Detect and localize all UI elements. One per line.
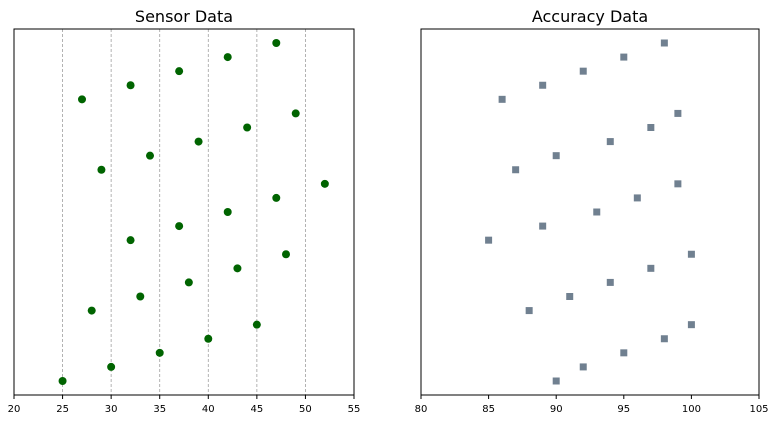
- data-point: [243, 123, 252, 132]
- data-point: [175, 222, 184, 231]
- plot-area: [13, 28, 355, 396]
- x-tick-label: 20: [8, 404, 21, 415]
- plot-area: [420, 28, 760, 396]
- data-point: [647, 264, 655, 272]
- data-point: [175, 67, 184, 76]
- x-tick-label: 95: [617, 404, 630, 415]
- x-tick-label: 55: [348, 404, 361, 415]
- data-point: [485, 236, 493, 244]
- data-point: [126, 236, 135, 245]
- data-point: [566, 293, 574, 300]
- data-point: [660, 39, 668, 47]
- accuracy-data-chart: Accuracy Data 80 85 90 95 100 105: [415, 7, 769, 415]
- data-point: [272, 39, 281, 47]
- data-point: [498, 95, 506, 103]
- x-tick-label: 85: [482, 404, 495, 415]
- data-point: [97, 165, 106, 174]
- data-point: [87, 306, 96, 315]
- x-tick-label: 45: [250, 404, 263, 415]
- data-point: [606, 278, 614, 286]
- data-point: [552, 377, 560, 385]
- data-point: [687, 321, 695, 329]
- x-tick-label: 100: [682, 404, 701, 415]
- data-point: [233, 264, 242, 273]
- data-point: [272, 193, 281, 202]
- data-point: [687, 250, 695, 258]
- data-point: [184, 278, 193, 287]
- data-point: [660, 335, 668, 343]
- data-point: [525, 307, 533, 315]
- data-point: [620, 349, 628, 357]
- x-tick-label: 80: [415, 404, 428, 415]
- x-tick-label: 35: [153, 404, 166, 415]
- x-tick-label: 90: [550, 404, 563, 415]
- data-point: [204, 334, 213, 343]
- data-point: [194, 137, 203, 146]
- data-point: [552, 152, 560, 160]
- x-tick-label: 30: [105, 404, 118, 415]
- data-point: [674, 109, 682, 117]
- data-point: [606, 138, 614, 146]
- data-point: [282, 250, 290, 259]
- data-point: [252, 320, 261, 329]
- data-point: [223, 208, 232, 216]
- data-point: [539, 222, 547, 230]
- data-point: [633, 194, 641, 202]
- x-tick-label: 25: [56, 404, 69, 415]
- x-tick-label: 105: [749, 404, 768, 415]
- data-point: [223, 53, 232, 62]
- data-point: [78, 95, 86, 104]
- x-tick-label: 50: [299, 404, 312, 415]
- data-point: [58, 377, 67, 385]
- data-point: [155, 348, 164, 357]
- data-point: [291, 109, 300, 118]
- data-point: [512, 166, 520, 174]
- data-point: [107, 362, 116, 371]
- data-point: [539, 81, 547, 89]
- chart-title: Sensor Data: [135, 7, 233, 26]
- data-point: [620, 53, 628, 61]
- data-point: [126, 81, 135, 90]
- data-point: [320, 179, 329, 188]
- data-point: [579, 363, 587, 371]
- data-point: [647, 124, 655, 131]
- x-tick-label: 40: [202, 404, 215, 415]
- chart-title: Accuracy Data: [532, 7, 648, 26]
- data-point: [146, 151, 154, 160]
- data-point: [674, 180, 682, 188]
- data-point: [593, 208, 601, 216]
- data-point: [136, 292, 145, 301]
- data-point: [579, 67, 587, 75]
- sensor-data-chart: Sensor Data 20 25 30 35 40 45 50 55: [8, 7, 361, 415]
